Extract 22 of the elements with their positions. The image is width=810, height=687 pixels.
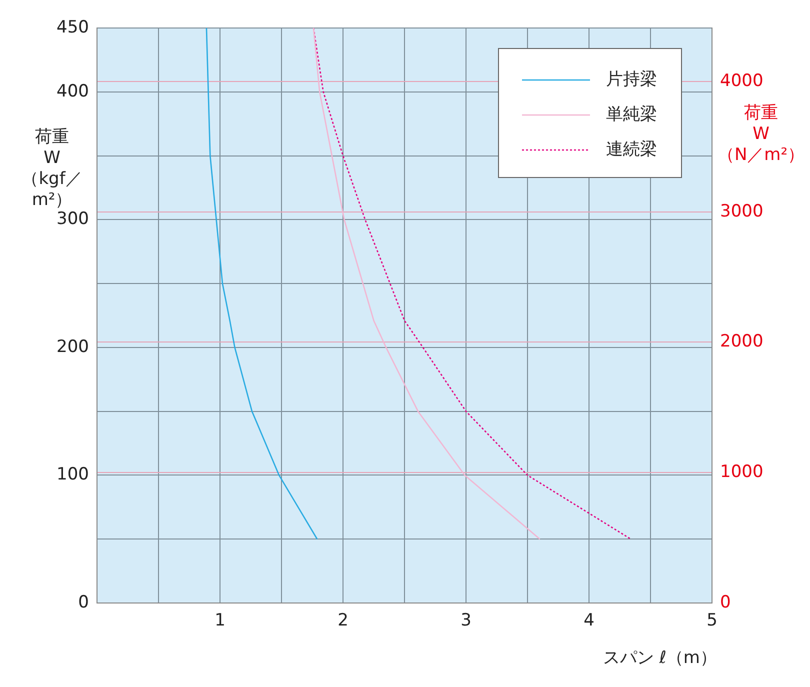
x-tick-label: 3 [460,610,472,631]
y2-axis-title: 荷重 W （N／m²） [716,103,806,166]
y2-tick-label: 4000 [720,70,764,91]
y-tick-label: 300 [56,209,89,230]
y2-tick-label: 2000 [720,332,764,352]
legend-label: 片持梁 [606,69,657,90]
y2-tick-label: 1000 [720,462,764,482]
x-tick-label: 1 [214,610,226,631]
x-tick-label: 2 [338,610,348,631]
y-tick-label: 0 [78,592,89,612]
y-tick-label: 450 [56,17,89,38]
y2-tick-label: 0 [720,592,731,612]
x-tick-label: 4 [584,610,594,631]
y-tick-label: 400 [56,81,89,102]
y-tick-label: 200 [56,336,89,357]
y-axis-title: 荷重 W （kgf／m²） [20,127,84,211]
x-axis-title: スパン ℓ（m） [602,648,718,669]
x-tick-label: 5 [706,610,718,631]
y2-tick-label: 3000 [720,201,764,222]
legend-label: 単純梁 [606,104,657,124]
legend-label: 連続梁 [606,139,657,160]
y-tick-label: 100 [56,464,89,485]
